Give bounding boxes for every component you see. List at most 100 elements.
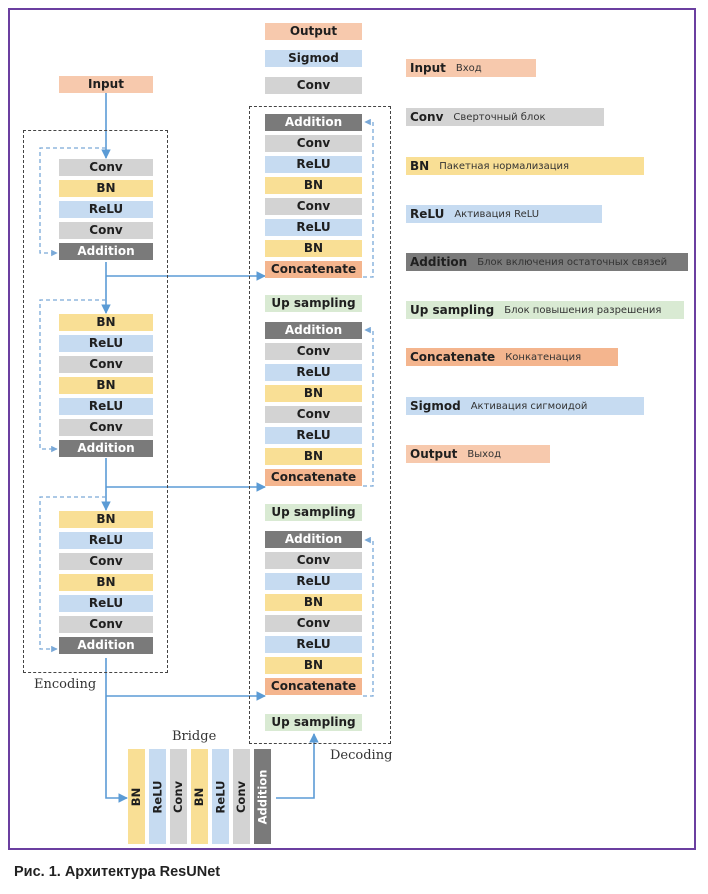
relu-block: ReLU [265,219,362,236]
conv-block: Conv [265,343,362,360]
relu-block: ReLU [59,335,153,352]
bridge-block-label: ReLU [150,780,165,813]
bridge-block-label: Addition [255,769,270,824]
bridge-block-label: BN [129,787,144,806]
up-sampling-block: Up sampling [265,295,362,312]
legend-description: Активация сигмоидой [470,400,588,412]
bridge-block-label: Conv [234,780,249,813]
bridge-relu-block: ReLU [149,749,166,844]
legend-key: Concatenate [410,350,496,364]
legend-key: BN [410,159,430,173]
relu-block: ReLU [265,636,362,653]
bn-block: BN [59,574,153,591]
legend-key: Conv [410,110,444,124]
conv-block: Conv [59,616,153,633]
relu-block: ReLU [59,201,153,218]
encoding-label: Encoding [34,677,97,692]
bridge-relu-block: ReLU [212,749,229,844]
conv-block: Conv [59,356,153,373]
bridge-conv-block: Conv [233,749,250,844]
conv-block: Conv [265,198,362,215]
addition-block: Addition [59,440,153,457]
relu-block: ReLU [265,573,362,590]
addition-block: Addition [59,637,153,654]
addition-block: Addition [265,531,362,548]
bridge-bn-block: BN [128,749,145,844]
legend-description: Выход [467,448,502,460]
bridge-addition-block: Addition [254,749,271,844]
relu-block: ReLU [265,156,362,173]
legend-description: Вход [455,62,482,74]
bn-block: BN [265,177,362,194]
addition-block: Addition [265,114,362,131]
legend-description: Блок повышения разрешения [504,304,662,316]
sigmod-block: Sigmod [265,50,362,67]
legend-item-output: Output Выход [406,445,550,463]
bn-block: BN [59,314,153,331]
legend-item-concatenate: Concatenate Конкатенация [406,348,618,366]
bn-block: BN [265,448,362,465]
legend-item-sigmod: Sigmod Активация сигмоидой [406,397,644,415]
decoding-box [249,106,391,744]
legend-item-addition: Addition Блок включения остаточных связей [406,253,688,271]
relu-block: ReLU [265,364,362,381]
addition-block: Addition [265,322,362,339]
figure-frame [8,8,696,850]
conv-block: Conv [265,77,362,94]
bn-block: BN [265,657,362,674]
conv-block: Conv [265,406,362,423]
legend-item-bn: BN Пакетная нормализация [406,157,644,175]
relu-block: ReLU [59,595,153,612]
arrow-enc3-to-bridge [105,658,128,803]
legend-key: Up sampling [410,303,495,317]
bridge-block-label: ReLU [213,780,228,813]
legend-description: Активация ReLU [454,208,540,220]
conv-block: Conv [59,159,153,176]
up-sampling-block: Up sampling [265,714,362,731]
legend-key: Addition [410,255,468,269]
figure-caption: Рис. 1. Архитектура ResUNet [14,864,221,880]
relu-block: ReLU [59,532,153,549]
conv-block: Conv [59,222,153,239]
conv-block: Conv [265,552,362,569]
bridge-conv-block: Conv [170,749,187,844]
concatenate-block: Concatenate [265,678,362,695]
bridge-bn-block: BN [191,749,208,844]
conv-block: Conv [59,419,153,436]
conv-block: Conv [265,615,362,632]
arrow-bridge-to-decoder [276,733,319,799]
concatenate-block: Concatenate [265,469,362,486]
legend-description: Блок включения остаточных связей [477,256,668,268]
legend-description: Пакетная нормализация [439,160,570,172]
relu-block: ReLU [59,398,153,415]
bn-block: BN [265,594,362,611]
conv-block: Conv [59,553,153,570]
legend-item-input: Input Вход [406,59,536,77]
legend-description: Конкатенация [505,351,582,363]
legend-key: ReLU [410,207,445,221]
input-block: Input [59,76,153,93]
legend-item-conv: Conv Сверточный блок [406,108,604,126]
relu-block: ReLU [265,427,362,444]
legend-item-relu: ReLU Активация ReLU [406,205,602,223]
decoding-label: Decoding [330,748,393,763]
output-block: Output [265,23,362,40]
legend-description: Сверточный блок [453,111,546,123]
bn-block: BN [59,377,153,394]
legend-key: Sigmod [410,399,461,413]
bn-block: BN [265,385,362,402]
concatenate-block: Concatenate [265,261,362,278]
bn-block: BN [59,180,153,197]
bridge-block-label: BN [192,787,207,806]
bn-block: BN [59,511,153,528]
encoding-box [23,130,168,673]
up-sampling-block: Up sampling [265,504,362,521]
addition-block: Addition [59,243,153,260]
conv-block: Conv [265,135,362,152]
legend-key: Output [410,447,458,461]
bn-block: BN [265,240,362,257]
bridge-label: Bridge [172,729,217,744]
bridge-block-label: Conv [171,780,186,813]
legend-item-up-sampling: Up sampling Блок повышения разрешения [406,301,684,319]
